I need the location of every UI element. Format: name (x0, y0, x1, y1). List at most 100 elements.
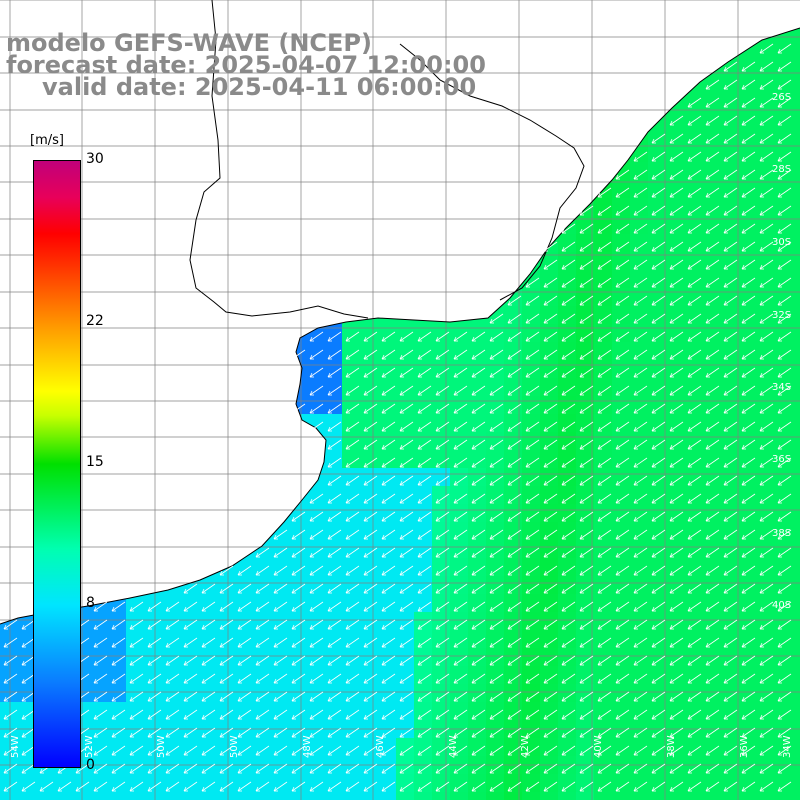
wind-cell (432, 432, 450, 450)
wind-arrow (741, 61, 756, 72)
wind-cell (738, 72, 756, 90)
wind-cell (18, 684, 36, 702)
wind-cell (702, 342, 720, 360)
wind-arrow (453, 457, 468, 468)
wind-arrow (435, 727, 450, 738)
wind-cell (180, 630, 198, 648)
wind-cell (342, 540, 360, 558)
wind-arrow (705, 367, 720, 378)
wind-arrow (21, 673, 36, 684)
wind-cell (792, 378, 800, 396)
wind-arrow (543, 313, 558, 324)
wind-cell (630, 162, 648, 180)
colorbar-tick-label: 15 (86, 454, 104, 470)
wind-cell (738, 432, 756, 450)
wind-cell (180, 612, 198, 630)
wind-cell (774, 108, 792, 126)
wind-arrow (345, 331, 360, 342)
wind-cell (486, 702, 504, 720)
wind-cell (378, 504, 396, 522)
wind-arrow (723, 745, 738, 756)
wind-arrow (453, 403, 468, 414)
wind-arrow (255, 745, 270, 756)
wind-cell (774, 504, 792, 522)
wind-cell (702, 324, 720, 342)
wind-arrow (741, 241, 756, 252)
wind-arrow (417, 493, 432, 504)
wind-arrow (489, 691, 504, 702)
wind-cell (792, 126, 800, 144)
wind-arrow (669, 655, 684, 666)
wind-arrow (381, 547, 396, 558)
wind-cell (216, 666, 234, 684)
wind-arrow (273, 637, 288, 648)
wind-arrow (723, 601, 738, 612)
wind-cell (540, 594, 558, 612)
wind-arrow (507, 403, 522, 414)
wind-arrow (363, 601, 378, 612)
wind-arrow (615, 367, 630, 378)
wind-cell (612, 270, 630, 288)
wind-arrow (597, 223, 612, 234)
wind-cell (144, 774, 162, 792)
wind-cell (522, 504, 540, 522)
wind-arrow (561, 385, 576, 396)
wind-cell (396, 648, 414, 666)
wind-cell (270, 702, 288, 720)
wind-cell (288, 558, 306, 576)
wind-arrow (381, 781, 396, 792)
wind-arrow (723, 475, 738, 486)
wind-cell (630, 324, 648, 342)
wind-arrow (561, 475, 576, 486)
wind-arrow (489, 313, 504, 324)
wind-cell (612, 324, 630, 342)
wind-cell (648, 324, 666, 342)
wind-cell (702, 396, 720, 414)
wind-cell (684, 378, 702, 396)
wind-cell (630, 594, 648, 612)
wind-cell (216, 702, 234, 720)
wind-arrow (669, 727, 684, 738)
wind-arrow (579, 349, 594, 360)
wind-arrow (417, 583, 432, 594)
wind-cell (324, 468, 342, 486)
wind-arrow (489, 529, 504, 540)
wind-cell (792, 594, 800, 612)
wind-cell (306, 594, 324, 612)
wind-cell (108, 612, 126, 630)
wind-arrow (777, 97, 792, 108)
wind-arrow (345, 727, 360, 738)
wind-cell (396, 576, 414, 594)
wind-cell (738, 360, 756, 378)
wind-cell (576, 630, 594, 648)
wind-arrow (543, 547, 558, 558)
wind-arrow (615, 763, 630, 774)
wind-arrow (345, 385, 360, 396)
wind-arrow (543, 763, 558, 774)
wind-arrow (453, 673, 468, 684)
wind-cell (576, 684, 594, 702)
wind-arrow (687, 295, 702, 306)
wind-cell (594, 432, 612, 450)
wind-cell (378, 378, 396, 396)
wind-cell (126, 612, 144, 630)
wind-cell (576, 360, 594, 378)
wind-arrow (507, 709, 522, 720)
wind-arrow (417, 529, 432, 540)
wind-arrow (723, 187, 738, 198)
wind-arrow (561, 529, 576, 540)
wind-cell (738, 666, 756, 684)
wind-arrow (165, 655, 180, 666)
wind-cell (90, 666, 108, 684)
wind-arrow (759, 547, 774, 558)
wind-arrow (741, 205, 756, 216)
wind-cell (522, 378, 540, 396)
wind-cell (738, 648, 756, 666)
wind-cell (648, 396, 666, 414)
wind-cell (792, 576, 800, 594)
wind-arrow (633, 601, 648, 612)
wind-arrow (435, 745, 450, 756)
wind-cell (522, 450, 540, 468)
wind-arrow (705, 385, 720, 396)
wind-cell (684, 450, 702, 468)
